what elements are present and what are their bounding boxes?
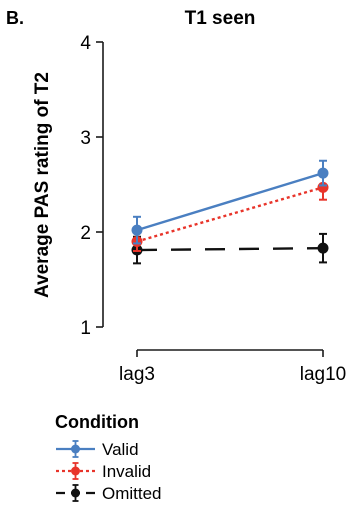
legend-swatch-marker — [71, 444, 80, 454]
x-tick-label: lag10 — [300, 364, 347, 385]
plot-area — [131, 159, 329, 265]
legend-label: Valid — [102, 440, 139, 459]
y-tick-label: 1 — [80, 318, 91, 339]
y-axis-label: Average PAS rating of T2 — [32, 72, 53, 298]
legend-label: Invalid — [102, 462, 151, 481]
x-tick-label: lag3 — [119, 364, 155, 385]
data-point — [317, 242, 329, 254]
legend-item: Valid — [56, 440, 139, 459]
series-line — [136, 186, 324, 243]
legend-swatch-marker — [71, 488, 80, 498]
axes: 1 2 3 4 lag3 lag10 — [80, 33, 346, 385]
legend-title: Condition — [55, 412, 139, 432]
data-point — [317, 167, 329, 179]
panel-label: B. — [6, 8, 24, 28]
y-tick-label: 2 — [80, 223, 91, 244]
y-tick-label: 4 — [80, 33, 91, 54]
series-valid — [131, 159, 329, 245]
series-invalid — [131, 174, 329, 252]
chart-title: T1 seen — [185, 8, 256, 29]
data-point — [131, 224, 143, 236]
legend-swatch-marker — [71, 466, 80, 476]
series-line — [136, 246, 324, 252]
legend-label: Omitted — [102, 484, 162, 503]
series-line — [136, 171, 324, 232]
legend: Valid Invalid Omitted — [56, 440, 162, 503]
legend-item: Invalid — [56, 462, 151, 481]
legend-item: Omitted — [56, 484, 162, 503]
series-omitted — [131, 232, 329, 265]
y-tick-label: 3 — [80, 128, 91, 149]
